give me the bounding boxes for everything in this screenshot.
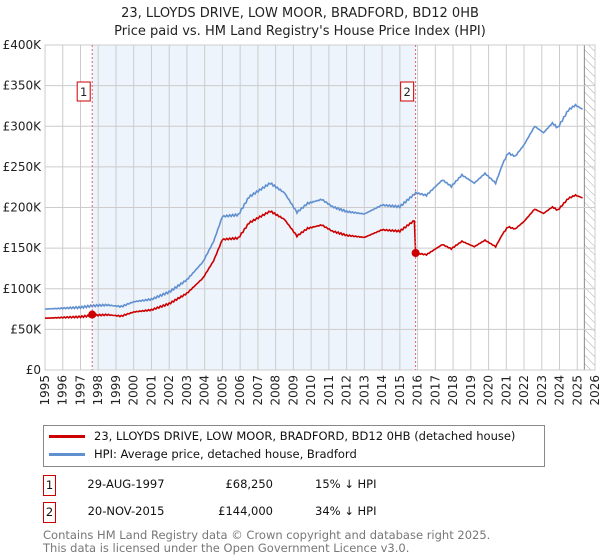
hpi-series-line xyxy=(44,103,583,310)
footer: Contains HM Land Registry data © Crown c… xyxy=(43,529,490,555)
transaction-price: £144,000 xyxy=(218,504,273,518)
x-tick-label: 2005 xyxy=(215,375,229,406)
x-tick-label: 2023 xyxy=(535,375,549,406)
y-tick-label: £0 xyxy=(26,363,41,377)
legend-item-property: 23, LLOYDS DRIVE, LOW MOOR, BRADFORD, BD… xyxy=(49,429,515,443)
y-tick-label: £100K xyxy=(3,282,43,296)
x-tick-label: 2010 xyxy=(304,375,318,406)
transaction-hpi-diff: 34% ↓ HPI xyxy=(315,504,377,518)
x-tick-label: 1997 xyxy=(73,375,87,406)
x-tick-label: 2006 xyxy=(233,375,247,406)
x-tick-label: 1998 xyxy=(91,375,105,406)
chart-title: 23, LLOYDS DRIVE, LOW MOOR, BRADFORD, BD… xyxy=(121,6,479,21)
transaction-badge: 1 xyxy=(43,475,56,496)
sale-point xyxy=(411,249,420,257)
y-tick-label: £150K xyxy=(3,241,43,255)
x-tick-label: 2012 xyxy=(340,375,354,406)
legend: 23, LLOYDS DRIVE, LOW MOOR, BRADFORD, BD… xyxy=(43,425,545,467)
x-tick-label: 2022 xyxy=(517,375,531,406)
sale-label: 2 xyxy=(403,85,410,99)
plot-frame xyxy=(44,44,596,371)
x-tick-label: 2026 xyxy=(588,375,600,406)
x-tick-label: 2001 xyxy=(144,375,158,406)
hpi-line-swatch xyxy=(49,452,85,456)
x-tick-label: 2007 xyxy=(251,375,265,406)
y-tick-label: £250K xyxy=(3,160,43,174)
transaction-date: 20-NOV-2015 xyxy=(87,504,165,518)
x-tick-label: 2000 xyxy=(127,375,141,406)
legend-label-property: 23, LLOYDS DRIVE, LOW MOOR, BRADFORD, BD… xyxy=(94,429,516,443)
y-tick-label: £200K xyxy=(3,201,43,215)
footer-licence: This data is licensed under the Open Gov… xyxy=(43,541,410,555)
y-tick-label: £350K xyxy=(3,79,43,93)
x-tick-label: 2019 xyxy=(464,375,478,406)
transaction-badge: 2 xyxy=(43,502,56,523)
footer-copyright: Contains HM Land Registry data © Crown c… xyxy=(43,528,491,542)
transaction-hpi-diff: 15% ↓ HPI xyxy=(315,477,377,491)
chart-subtitle: Price paid vs. HM Land Registry's House … xyxy=(114,24,486,39)
x-tick-label: 2014 xyxy=(375,375,389,406)
sale-label-box xyxy=(400,81,415,102)
x-tick-label: 2025 xyxy=(570,375,584,406)
x-tick-label: 2002 xyxy=(162,375,176,406)
sale-point xyxy=(88,310,97,319)
x-tick-label: 2017 xyxy=(428,375,442,406)
x-tick-label: 2003 xyxy=(180,375,194,406)
transaction-price: £68,250 xyxy=(225,477,273,491)
x-tick-label: 2013 xyxy=(357,375,371,406)
x-tick-label: 2021 xyxy=(499,375,513,406)
x-tick-label: 1996 xyxy=(56,375,70,406)
legend-label-hpi: HPI: Average price, detached house, Brad… xyxy=(94,447,357,461)
y-tick-label: £400K xyxy=(3,38,43,52)
transaction-row: 1 29-AUG-1997 £68,250 15% ↓ HPI xyxy=(43,475,443,496)
x-tick-label: 2024 xyxy=(553,375,567,406)
x-tick-label: 2004 xyxy=(198,375,212,406)
x-tick-label: 1999 xyxy=(109,375,123,406)
sale-label: 1 xyxy=(80,85,87,99)
transaction-row: 2 20-NOV-2015 £144,000 34% ↓ HPI xyxy=(43,502,443,523)
x-tick-label: 2020 xyxy=(482,375,496,406)
x-tick-label: 1995 xyxy=(38,375,52,406)
x-tick-label: 2011 xyxy=(322,375,336,406)
x-tick-label: 2016 xyxy=(411,375,425,406)
legend-item-hpi: HPI: Average price, detached house, Brad… xyxy=(49,447,357,461)
property-series-line xyxy=(44,193,583,320)
x-tick-label: 2009 xyxy=(286,375,300,406)
y-tick-label: £300K xyxy=(3,119,43,133)
x-tick-label: 2015 xyxy=(393,375,407,406)
sale-label-box xyxy=(76,81,91,102)
price-chart: 23, LLOYDS DRIVE, LOW MOOR, BRADFORD, BD… xyxy=(3,6,600,406)
x-tick-label: 2018 xyxy=(446,375,460,406)
transaction-date: 29-AUG-1997 xyxy=(87,477,165,491)
y-tick-label: £50K xyxy=(10,322,42,336)
property-line-swatch xyxy=(49,434,85,438)
x-tick-label: 2008 xyxy=(269,375,283,406)
